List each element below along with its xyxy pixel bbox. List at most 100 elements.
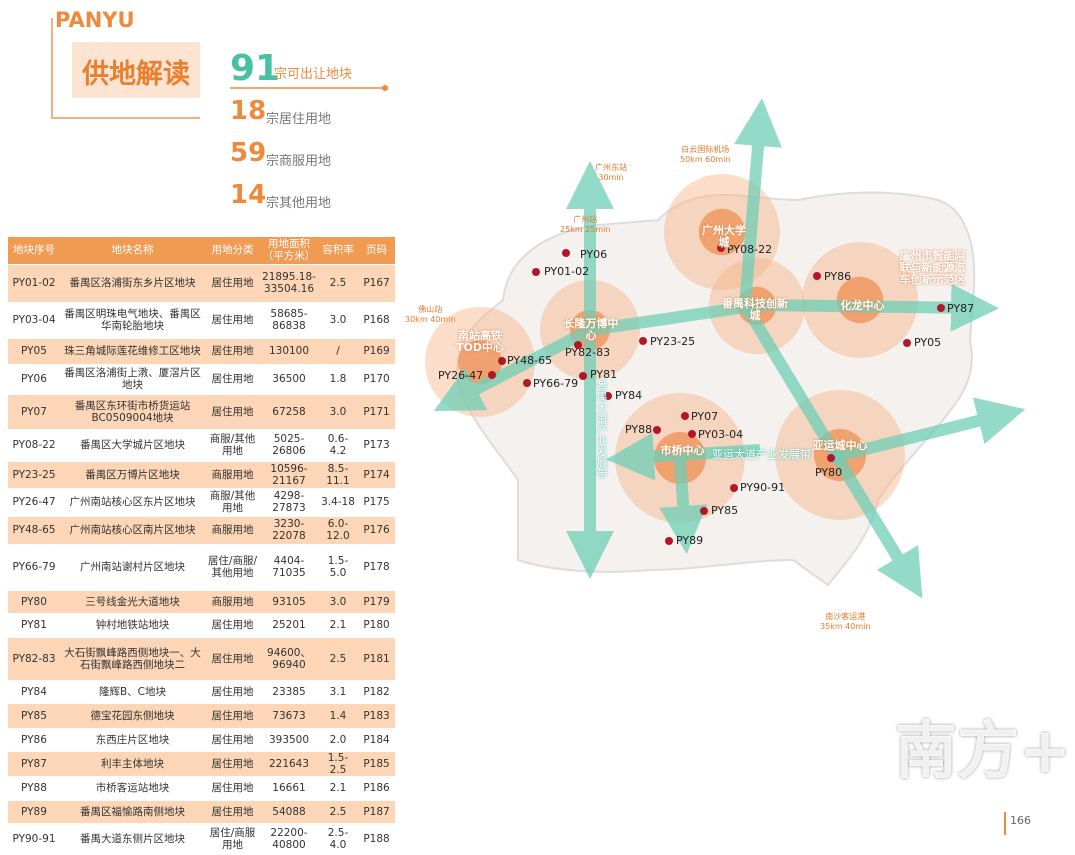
plot-label: PY88 bbox=[625, 423, 653, 436]
table-row: PY05 珠三角城际莲花维修工区地块 居住用地 130100/P169 bbox=[8, 338, 395, 365]
corridor-arrow bbox=[606, 432, 761, 481]
table-cell: PY05 bbox=[8, 338, 60, 365]
table-row: PY01-02 番禺区洛浦街东乡片区地块 居住用地 21895.18-33504.16… bbox=[8, 264, 395, 303]
table-cell: PY82-83 bbox=[8, 637, 60, 681]
table-cell: / bbox=[318, 338, 358, 365]
plot-label: PY86 bbox=[824, 270, 852, 283]
plot-label: PY81 bbox=[590, 368, 618, 381]
plot-label: PY23-25 bbox=[650, 335, 696, 348]
plot-label: PY85 bbox=[711, 504, 739, 517]
header-cell: 页码 bbox=[358, 237, 395, 265]
table-row: PY82-83 大石街飘峰路西侧地块一、大石街飘峰路西侧地块二 居住用地 94600、… bbox=[8, 637, 395, 681]
table-cell: P181 bbox=[358, 637, 395, 681]
transit-info: 25km 25min bbox=[560, 225, 611, 234]
plot-label: PY82-83 bbox=[565, 346, 611, 359]
header-deco bbox=[51, 18, 388, 119]
table-row: PY80 三号线金光大道地块 商服用地 93105 3.0 P179 bbox=[8, 590, 395, 614]
header-cell: 地块序号 bbox=[8, 237, 60, 265]
table-cell: 94600、96940 bbox=[260, 637, 318, 681]
table-cell: 大石街飘峰路西侧地块一、大石街飘峰路西侧地块二 bbox=[60, 637, 205, 681]
plot-dot bbox=[717, 244, 725, 252]
table-cell: 居住用地 bbox=[205, 800, 260, 824]
table-cell: P173 bbox=[358, 429, 395, 462]
table-cell: 番禺区万博片区地块 bbox=[60, 461, 205, 489]
plot-dot bbox=[523, 379, 531, 387]
transit-name: 广州东站 bbox=[595, 163, 627, 172]
table-cell: PY07 bbox=[8, 394, 60, 430]
table-row: PY87 利丰主体地块 居住用地 221643 1.5-2.5 P185 bbox=[8, 751, 395, 777]
table-cell: 21895.18-33504.16 bbox=[260, 264, 318, 303]
plot-dot bbox=[700, 507, 708, 515]
table-cell: 10596-21167 bbox=[260, 461, 318, 489]
stat-number: 14 bbox=[230, 180, 267, 210]
table-cell: 58685-86838 bbox=[260, 302, 318, 339]
header-cell: 用地分类 bbox=[205, 237, 260, 265]
table-cell: 德宝花园东侧地块 bbox=[60, 703, 205, 729]
table-cell: P179 bbox=[358, 590, 395, 614]
table-cell: P183 bbox=[358, 703, 395, 729]
table-cell: 67258 bbox=[260, 394, 318, 430]
table-row: PY08-22 番禺区大学城片区地块 商服/其他用地 5025-26806 0.6-4.… bbox=[8, 429, 395, 462]
map bbox=[425, 98, 1026, 835]
table-cell: 广州南站核心区东片区地块 bbox=[60, 488, 205, 517]
plot-label: PY84 bbox=[615, 389, 643, 402]
plot-dot bbox=[653, 426, 661, 434]
table-cell: 番禺区洛浦街东乡片区地块 bbox=[60, 264, 205, 303]
table-cell: 1.8 bbox=[318, 364, 358, 395]
table-cell: PY23-25 bbox=[8, 461, 60, 489]
table-cell: 2.1 bbox=[318, 613, 358, 638]
table-cell: 珠三角城际莲花维修工区地块 bbox=[60, 338, 205, 365]
table-cell: 商服用地 bbox=[205, 590, 260, 614]
table-cell: 居住用地 bbox=[205, 728, 260, 752]
center-label: 亚运城中心 bbox=[812, 439, 868, 452]
plot-label: PY80 bbox=[815, 466, 843, 479]
table-cell: 5025-26806 bbox=[260, 429, 318, 462]
table-cell: P178 bbox=[358, 544, 395, 591]
table-cell: 221643 bbox=[260, 751, 318, 777]
transit-name: 南沙客运港 bbox=[825, 612, 866, 621]
plot-dot bbox=[665, 537, 673, 545]
table-row: PY81 钟村地铁站地块 居住用地 25201 2.1 P180 bbox=[8, 613, 395, 638]
transit-name: 白云国际机场 bbox=[681, 145, 730, 154]
table-cell: 3.0 bbox=[318, 590, 358, 614]
table-cell: P168 bbox=[358, 302, 395, 339]
center-label: 长隆万博中心 bbox=[563, 317, 619, 342]
center-label: 化龙中心 bbox=[840, 299, 885, 312]
table-cell: 商服/其他用地 bbox=[205, 429, 260, 462]
table-cell: PY88 bbox=[8, 776, 60, 801]
table-row: PY03-04 番禺区明珠电气地块、番禺区华南轮胎地块 居住用地 58685-8683… bbox=[8, 302, 395, 339]
table-cell: 3.0 bbox=[318, 394, 358, 430]
plot-dot bbox=[574, 341, 582, 349]
table-row: PY66-79 广州南站谢村片区地块 居住/商服/其他用地 4404-71035 1.5… bbox=[8, 544, 395, 591]
transit-info: 30min bbox=[598, 173, 624, 182]
corridor-arrow bbox=[589, 283, 999, 336]
table-cell: 居住/商服用地 bbox=[205, 823, 260, 855]
table-cell: 居住用地 bbox=[205, 364, 260, 395]
table-row: PY07 番禺区东环街市桥货运站BC0509004地块 居住用地 67258 3.0 P1… bbox=[8, 394, 395, 430]
table-cell: 2.0 bbox=[318, 728, 358, 752]
transit: 白云国际机场 50km 60min bbox=[680, 145, 730, 165]
plot-dot bbox=[604, 392, 612, 400]
table-cell: P182 bbox=[358, 680, 395, 704]
table-cell: PY48-65 bbox=[8, 516, 60, 545]
center-label: 广州市智能网联与新能源汽车创新示范区 bbox=[899, 249, 966, 286]
table-cell: 隆辉B、C地块 bbox=[60, 680, 205, 704]
table-cell: PY06 bbox=[8, 364, 60, 395]
center-label: 南站高铁TOD中心 bbox=[456, 329, 504, 354]
plot-label: PY66-79 bbox=[533, 377, 579, 390]
table-cell: 22200-40800 bbox=[260, 823, 318, 855]
table-cell: P184 bbox=[358, 728, 395, 752]
center-label: 番禺科技创新城 bbox=[722, 297, 788, 322]
plot-dot bbox=[639, 337, 647, 345]
corridor-label: 番禺大道产业发展带 bbox=[595, 380, 608, 479]
table-cell: P171 bbox=[358, 394, 395, 430]
table-cell: P169 bbox=[358, 338, 395, 365]
table-cell: 商服用地 bbox=[205, 461, 260, 489]
table-row: PY88 市桥客运站地块 居住用地 16661 2.1 P186 bbox=[8, 776, 395, 801]
header-cell: 地块名称 bbox=[60, 237, 205, 265]
table-cell: PY26-47 bbox=[8, 488, 60, 517]
table-cell: 2.5 bbox=[318, 264, 358, 303]
table-cell: 2.1 bbox=[318, 776, 358, 801]
table-cell: 居住/商服/其他用地 bbox=[205, 544, 260, 591]
plot-dot bbox=[813, 272, 821, 280]
